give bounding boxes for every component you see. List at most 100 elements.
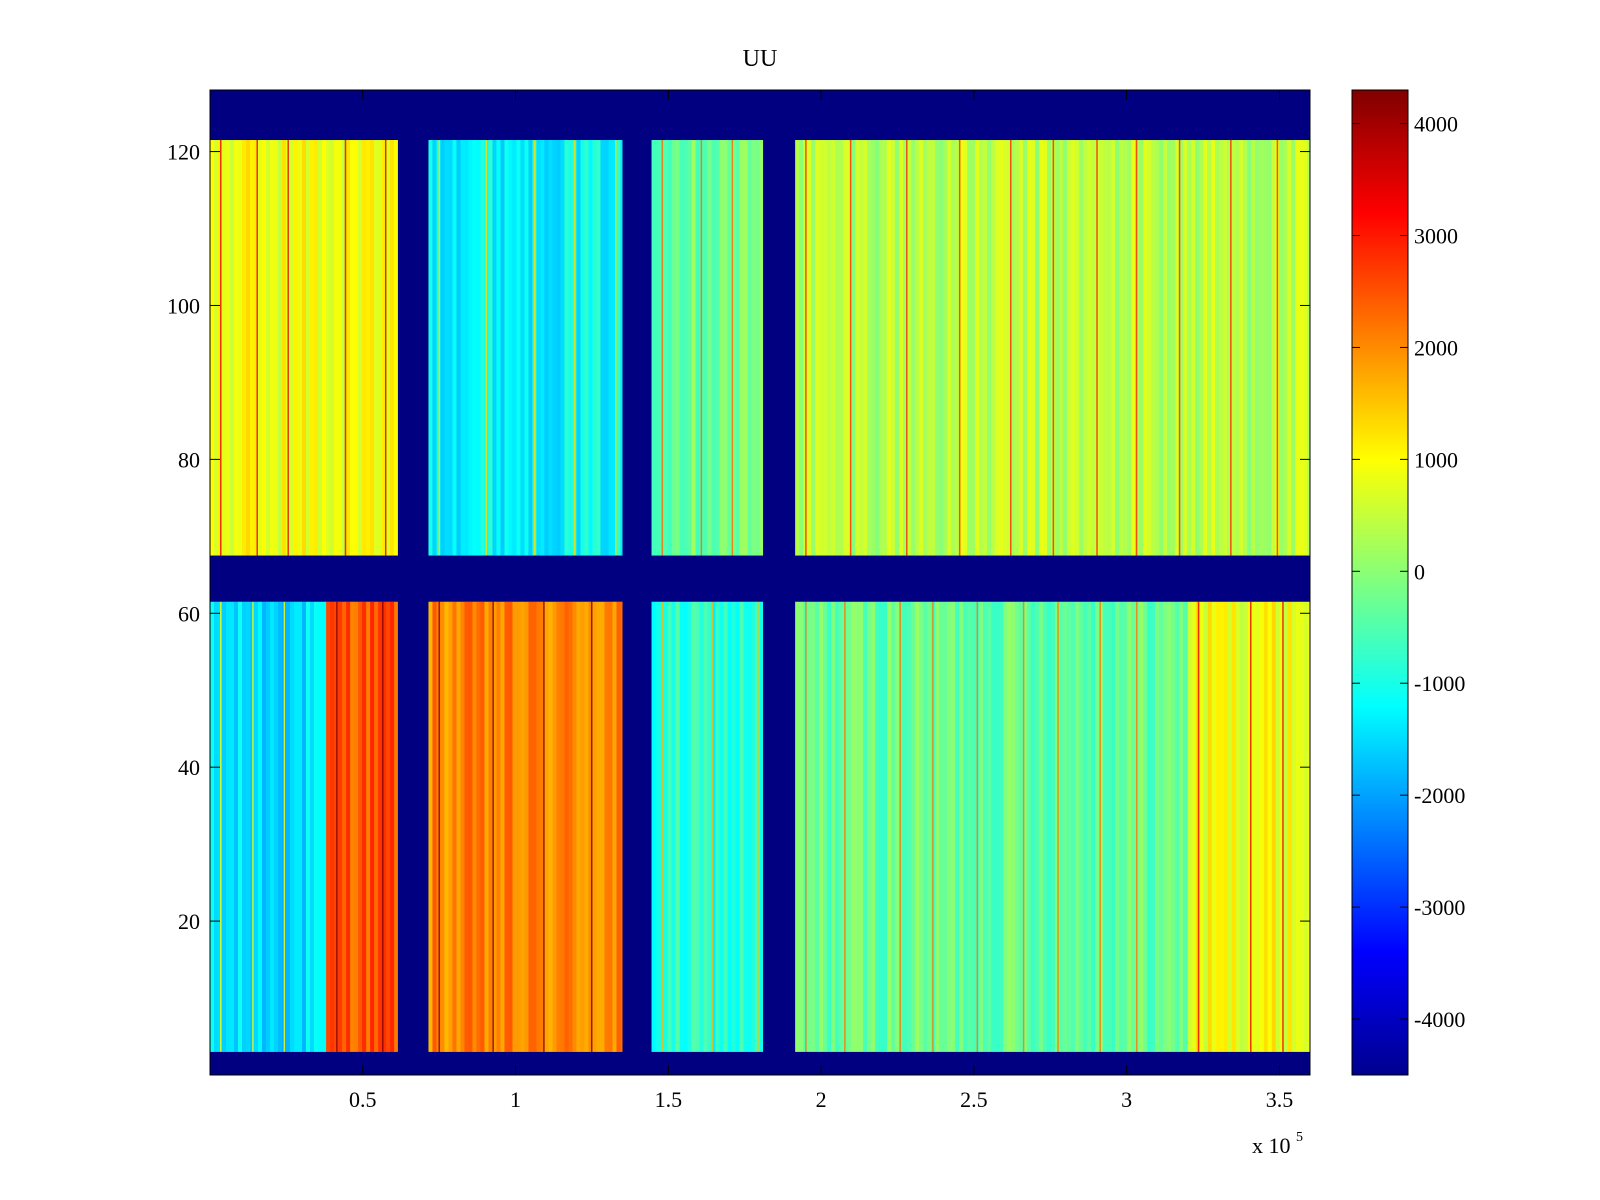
heatmap-cell: [1247, 601, 1253, 1052]
heatmap-cell: [346, 140, 351, 556]
heatmap-cell: [839, 140, 844, 556]
heatmap-cell: [1279, 140, 1284, 556]
heatmap-cell: [991, 140, 996, 556]
heatmap-line: [384, 140, 387, 556]
heatmap-cell: [468, 601, 473, 1052]
heatmap-cell: [1003, 140, 1008, 556]
heatmap-line: [1022, 601, 1025, 1052]
heatmap-cell: [999, 601, 1004, 1052]
heatmap-cell: [1159, 601, 1164, 1052]
heatmap-cell: [687, 140, 693, 556]
heatmap-cell: [1239, 601, 1245, 1052]
heatmap-line: [252, 601, 254, 1052]
heatmap-cell: [971, 140, 976, 556]
heatmap-cell: [1199, 601, 1205, 1052]
heatmap-cell: [691, 140, 697, 556]
heatmap-cell: [835, 140, 840, 556]
heatmap-line: [1282, 601, 1284, 1052]
heatmap-cell: [608, 601, 613, 1052]
heatmap-cell: [1007, 140, 1012, 556]
heatmap-cell: [616, 140, 621, 556]
heatmap-line: [283, 601, 286, 1052]
heatmap-cell: [564, 140, 569, 556]
heatmap-cell: [378, 601, 383, 1052]
heatmap-cell: [620, 601, 623, 1052]
heatmap-cell: [1039, 140, 1044, 556]
heatmap-cell: [1295, 601, 1301, 1052]
heatmap-cell: [302, 140, 307, 556]
heatmap-cell: [1115, 601, 1120, 1052]
heatmap-cell: [1179, 601, 1184, 1052]
heatmap-cell: [1111, 601, 1116, 1052]
heatmap-cell: [1255, 601, 1261, 1052]
heatmap-cell: [715, 140, 721, 556]
heatmap-line: [344, 140, 347, 556]
heatmap-cell: [859, 140, 864, 556]
heatmap-cell: [759, 601, 764, 1052]
heatmap-cell: [823, 140, 828, 556]
heatmap-cell: [1199, 140, 1204, 556]
heatmap-cell: [318, 601, 323, 1052]
heatmap-cell: [1291, 601, 1297, 1052]
heatmap-cell: [362, 140, 367, 556]
heatmap-cell: [663, 601, 669, 1052]
heatmap-cell: [1075, 601, 1080, 1052]
heatmap-cell: [370, 601, 375, 1052]
heatmap-cell: [536, 140, 541, 556]
heatmap-cell: [867, 140, 872, 556]
heatmap-cell: [592, 140, 597, 556]
heatmap-cell: [751, 601, 757, 1052]
heatmap-cell: [1231, 601, 1237, 1052]
heatmap-cell: [452, 601, 457, 1052]
heatmap-region: [428, 601, 623, 1052]
heatmap-cell: [366, 601, 371, 1052]
heatmap-cell: [536, 601, 541, 1052]
heatmap-cell: [1011, 601, 1016, 1052]
heatmap-cell: [476, 140, 481, 556]
heatmap-cell: [576, 601, 581, 1052]
heatmap-cell: [326, 601, 331, 1052]
heatmap-cell: [727, 140, 733, 556]
heatmap-cell: [472, 140, 477, 556]
heatmap-line: [615, 140, 617, 556]
heatmap-cell: [314, 601, 319, 1052]
heatmap-cell: [222, 140, 227, 556]
heatmap-cell: [330, 140, 335, 556]
heatmap-cell: [1303, 140, 1308, 556]
heatmap-cell: [1079, 601, 1084, 1052]
heatmap-cell: [1287, 601, 1293, 1052]
heatmap-cell: [971, 601, 976, 1052]
colorbar-tick-label: 4000: [1414, 112, 1458, 137]
heatmap-cell: [899, 140, 904, 556]
heatmap-cell: [703, 140, 709, 556]
heatmap-cell: [1175, 140, 1180, 556]
heatmap-cell: [755, 140, 761, 556]
heatmap-cell: [564, 601, 569, 1052]
heatmap-line: [1099, 601, 1101, 1052]
heatmap-cell: [1183, 601, 1188, 1052]
heatmap-cell: [1171, 601, 1176, 1052]
heatmap-cell: [1011, 140, 1016, 556]
heatmap-cell: [1295, 140, 1300, 556]
heatmap-cell: [1151, 140, 1156, 556]
heatmap-line: [899, 601, 901, 1052]
heatmap-cell: [1091, 140, 1096, 556]
heatmap-cell: [258, 140, 263, 556]
heatmap-cell: [1283, 601, 1289, 1052]
heatmap-cell: [911, 601, 916, 1052]
heatmap-cell: [568, 601, 573, 1052]
heatmap-line: [1010, 140, 1012, 556]
heatmap-cell: [879, 601, 884, 1052]
heatmap-cell: [588, 140, 593, 556]
y-tick-label: 120: [167, 140, 200, 165]
heatmap-cell: [1263, 601, 1269, 1052]
heatmap-cell: [378, 140, 383, 556]
heatmap-cell: [967, 601, 972, 1052]
heatmap-cell: [516, 601, 521, 1052]
heatmap-cell: [1191, 601, 1197, 1052]
heatmap-cell: [1155, 140, 1160, 556]
heatmap-cell: [488, 140, 493, 556]
x-tick-label: 3.5: [1266, 1087, 1294, 1112]
heatmap-cell: [210, 140, 215, 556]
heatmap-cell: [691, 601, 697, 1052]
